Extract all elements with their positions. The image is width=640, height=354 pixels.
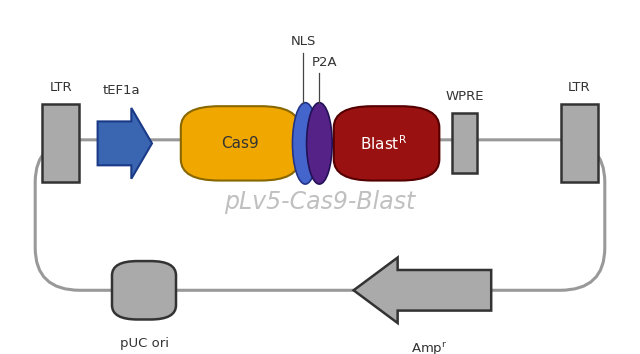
Text: P2A: P2A xyxy=(312,56,337,69)
Bar xyxy=(561,104,598,182)
Text: Amp$^\mathregular{r}$: Amp$^\mathregular{r}$ xyxy=(411,341,447,354)
Text: pUC ori: pUC ori xyxy=(120,337,168,350)
Text: LTR: LTR xyxy=(49,81,72,94)
Ellipse shape xyxy=(307,103,332,184)
FancyBboxPatch shape xyxy=(180,106,300,181)
Text: WPRE: WPRE xyxy=(445,90,484,103)
Text: tEF1a: tEF1a xyxy=(103,84,140,97)
FancyBboxPatch shape xyxy=(112,261,176,320)
FancyArrow shape xyxy=(354,258,492,323)
Text: pLv5-Cas9-Blast: pLv5-Cas9-Blast xyxy=(225,190,415,214)
Text: NLS: NLS xyxy=(291,35,316,48)
Bar xyxy=(42,104,79,182)
Text: LTR: LTR xyxy=(568,81,591,94)
Text: Cas9: Cas9 xyxy=(221,136,259,151)
Ellipse shape xyxy=(292,103,318,184)
Text: Blast$^\mathregular{R}$: Blast$^\mathregular{R}$ xyxy=(360,134,407,153)
Bar xyxy=(452,113,477,173)
FancyBboxPatch shape xyxy=(334,106,440,181)
FancyArrow shape xyxy=(97,108,152,179)
